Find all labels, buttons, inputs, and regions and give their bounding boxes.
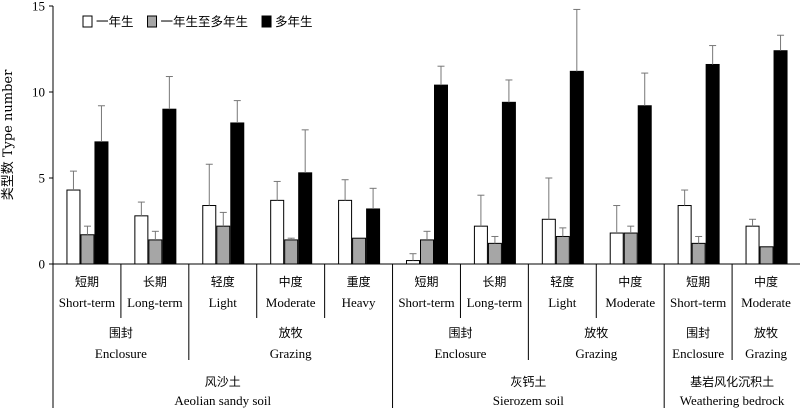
category-label-en: Heavy — [342, 295, 376, 310]
category-label-zh: 长期 — [143, 275, 167, 289]
soil-label-en: Aeolian sandy soil — [174, 393, 271, 408]
soil-label-en: Weathering bedrock — [680, 393, 785, 408]
group-label-zh: 放牧 — [754, 325, 778, 340]
bar — [406, 260, 420, 265]
bar — [216, 225, 231, 265]
category-label-zh: 重度 — [347, 274, 371, 289]
soil-label-zh: 灰钙土 — [510, 375, 546, 389]
error-bars — [69, 8, 785, 261]
bar — [270, 199, 285, 265]
category-label-zh: 中度 — [754, 274, 778, 289]
legend: 一年生 一年生至多年生 多年生 — [82, 14, 313, 29]
group-label-en: Enclosure — [95, 346, 147, 361]
legend-label: 一年生 — [96, 14, 134, 29]
legend-swatch — [82, 15, 93, 28]
bar — [691, 242, 706, 265]
bar — [555, 235, 570, 265]
bar — [202, 205, 217, 265]
bar — [705, 63, 720, 265]
bar — [338, 199, 353, 265]
bar — [759, 246, 774, 265]
group-label-en: Grazing — [575, 346, 617, 361]
bar — [541, 218, 556, 265]
category-label-zh: 短期 — [75, 275, 99, 289]
bar — [434, 84, 448, 265]
bar — [94, 141, 109, 265]
category-label-zh: 轻度 — [550, 274, 574, 289]
bar — [609, 232, 624, 265]
category-label-zh: 长期 — [482, 275, 506, 289]
bar — [366, 208, 381, 265]
legend-swatch — [147, 15, 158, 28]
legend-label: 多年生 — [275, 14, 313, 29]
bar — [284, 239, 299, 265]
axes — [49, 5, 800, 408]
category-label-en: Short-term — [59, 295, 115, 310]
category-label-zh: 中度 — [279, 274, 303, 289]
y-tick-label: 5 — [39, 171, 46, 186]
bar — [162, 108, 177, 265]
y-tick-label: 15 — [32, 0, 45, 14]
soil-label-zh: 风沙土 — [205, 375, 241, 389]
y-axis-title: 类型数 Type number — [1, 69, 16, 200]
bars — [66, 50, 788, 265]
category-label-zh: 短期 — [414, 275, 438, 289]
bar — [637, 105, 652, 265]
group-label-zh: 放牧 — [584, 325, 608, 340]
bar — [677, 205, 692, 265]
legend-swatch — [261, 15, 272, 28]
bar — [773, 50, 788, 265]
group-label-en: Enclosure — [434, 346, 486, 361]
group-label-en: Enclosure — [672, 346, 724, 361]
bar — [487, 242, 502, 265]
group-label-zh: 放牧 — [279, 325, 303, 340]
category-label-en: Short-term — [670, 295, 726, 310]
bar — [80, 234, 95, 265]
category-label-zh: 轻度 — [211, 274, 235, 289]
category-label-zh: 中度 — [618, 274, 642, 289]
y-tick-label: 0 — [39, 257, 46, 272]
bar — [230, 122, 245, 265]
soil-label-en: Sierozem soil — [493, 393, 565, 408]
group-label-en: Grazing — [745, 346, 787, 361]
bar — [501, 101, 516, 265]
category-label-en: Long-term — [127, 295, 183, 310]
category-label-en: Moderate — [266, 295, 316, 310]
bar — [352, 237, 367, 265]
category-label-en: Moderate — [605, 295, 655, 310]
bar — [420, 239, 434, 265]
group-label-zh: 围封 — [686, 326, 710, 340]
category-label-zh: 短期 — [686, 275, 710, 289]
category-label-en: Moderate — [741, 295, 791, 310]
bar — [569, 70, 584, 265]
bar — [473, 225, 488, 265]
soil-label-zh: 基岩风化沉积土 — [690, 374, 774, 389]
y-tick-label: 10 — [32, 85, 45, 100]
bar — [298, 172, 313, 265]
group-label-en: Grazing — [270, 346, 312, 361]
group-label-zh: 围封 — [448, 326, 472, 340]
category-label-en: Long-term — [467, 295, 523, 310]
legend-label: 一年生至多年生 — [161, 14, 249, 29]
bar — [148, 239, 163, 265]
category-label-en: Short-term — [398, 295, 454, 310]
bar — [745, 225, 760, 265]
category-label-en: Light — [209, 295, 238, 310]
bar — [623, 232, 638, 265]
group-label-zh: 围封 — [109, 326, 133, 340]
category-label-en: Light — [548, 295, 577, 310]
bar — [66, 189, 81, 265]
bar — [134, 215, 149, 265]
